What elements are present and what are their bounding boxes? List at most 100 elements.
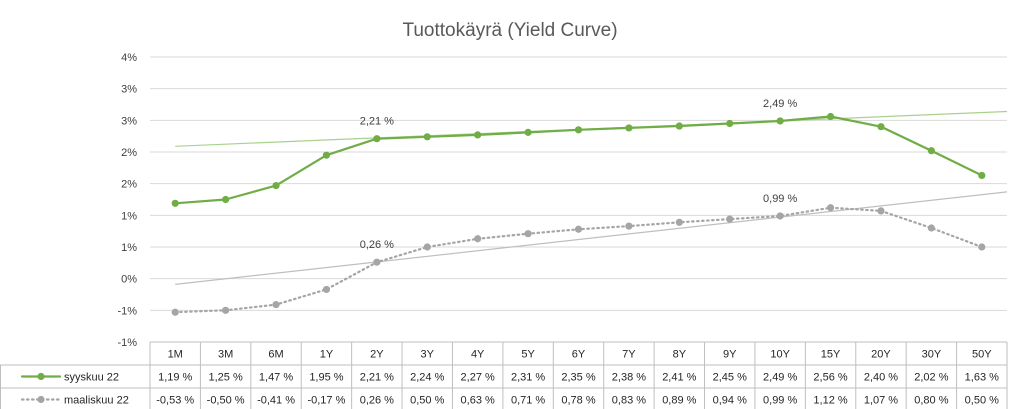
table-value-cell: 0,83 % <box>612 395 646 407</box>
series-2-point <box>474 235 482 243</box>
x-category-label: 20Y <box>871 349 891 361</box>
table-value-cell: -0,50 % <box>207 395 245 407</box>
series-2-point <box>625 222 633 230</box>
series-1-point <box>675 122 683 130</box>
table-value-cell: 1,95 % <box>309 372 343 384</box>
series-1-point <box>272 181 280 190</box>
series-1-point <box>524 128 532 136</box>
table-value-cell: 0,80 % <box>914 395 948 407</box>
y-tick-label: 3% <box>121 84 137 96</box>
table-value-cell: 2,56 % <box>813 372 847 384</box>
table-value-cell: 2,41 % <box>662 372 696 384</box>
x-category-label: 15Y <box>821 349 841 361</box>
x-category-label: 6M <box>268 349 283 361</box>
legend-entry-1: syyskuu 22 <box>64 372 119 384</box>
x-category-label: 10Y <box>770 349 790 361</box>
y-tick-label: 1% <box>121 242 137 254</box>
series-1-point <box>474 131 482 139</box>
y-axis-tick-labels: 4% 3% 3% 2% 2% 1% 1% 0% -1% -1% <box>117 52 137 349</box>
series-2-point <box>826 204 835 212</box>
y-tick-label: 1% <box>121 210 137 222</box>
series-1-point <box>726 119 734 128</box>
y-tick-label: -1% <box>117 305 137 317</box>
data-table: 1M 3M 6M 1Y 2Y 3Y 4Y 5Y 6Y 7Y 8Y 9Y 10Y 15Y 20Y 30Y 50Y s… <box>0 341 1008 409</box>
x-category-label: 9Y <box>723 349 737 361</box>
series-1-point <box>978 171 986 180</box>
x-category-label: 30Y <box>922 349 942 361</box>
y-tick-label: 0% <box>121 274 137 286</box>
series-2-point <box>272 301 280 309</box>
table-value-cell: 2,38 % <box>612 372 646 384</box>
data-label: 0,26 % <box>360 239 394 251</box>
table-value-cell: 2,35 % <box>561 372 595 384</box>
series-1-point <box>927 147 935 155</box>
series-1-point <box>776 117 784 125</box>
series-1-point <box>222 195 230 204</box>
table-value-cell: 1,63 % <box>965 372 999 384</box>
table-value-cell: 2,40 % <box>864 372 898 384</box>
x-category-label: 8Y <box>673 349 687 361</box>
table-value-cell: 0,94 % <box>713 395 747 407</box>
data-label: 0,99 % <box>763 193 797 205</box>
y-tick-label: 4% <box>121 52 137 64</box>
series-2-point <box>675 218 683 226</box>
table-value-cell: 1,47 % <box>259 372 293 384</box>
series-1-point <box>574 126 583 134</box>
series-2-point <box>524 230 532 238</box>
series-2-point <box>776 212 784 220</box>
table-value-cell: 0,89 % <box>662 395 696 407</box>
table-value-cell: 1,12 % <box>813 395 847 407</box>
x-category-label: 50Y <box>972 349 992 361</box>
x-category-label: 1M <box>168 349 183 361</box>
series-2-point <box>171 308 179 316</box>
series-2-point <box>222 306 230 314</box>
legend-key-marker-2 <box>37 395 45 404</box>
trendline-2 <box>175 191 1008 285</box>
x-category-label: 1Y <box>320 349 334 361</box>
data-label: 2,21 % <box>360 116 394 128</box>
table-value-cell: -0,17 % <box>307 395 345 407</box>
x-category-label: 6Y <box>572 349 586 361</box>
table-value-cell: 0,99 % <box>763 395 797 407</box>
table-value-cell: -0,53 % <box>156 395 194 407</box>
table-value-cell: 2,31 % <box>511 372 545 384</box>
x-category-label: 3Y <box>421 349 435 361</box>
table-value-cell: 1,25 % <box>208 372 242 384</box>
table-value-cell: 0,71 % <box>511 395 545 407</box>
table-value-cell: 2,24 % <box>410 372 444 384</box>
series-2-point <box>574 225 583 233</box>
table-value-cell: -0,41 % <box>257 395 295 407</box>
series-2-point <box>373 258 381 266</box>
x-category-label: 4Y <box>471 349 485 361</box>
table-value-cell: 0,50 % <box>965 395 999 407</box>
y-tick-label: 2% <box>121 179 137 191</box>
table-value-cell: 2,49 % <box>763 372 797 384</box>
table-value-cell: 2,45 % <box>713 372 747 384</box>
x-category-label: 3M <box>218 349 233 361</box>
legend-entry-2: maaliskuu 22 <box>64 395 129 407</box>
table-value-cell: 0,26 % <box>360 395 394 407</box>
y-tick-label: 2% <box>121 147 137 159</box>
series-1-point <box>373 135 381 143</box>
series-1-point <box>171 199 179 207</box>
table-value-cell: 2,27 % <box>461 372 495 384</box>
data-labels: 2,21 % 2,49 % 0,26 % 0,99 % <box>360 98 798 251</box>
series-2-point <box>927 224 935 232</box>
table-value-cell: 0,63 % <box>461 395 495 407</box>
series-2-point <box>877 207 885 215</box>
series-1-point <box>826 112 835 121</box>
table-value-cell: 0,50 % <box>410 395 444 407</box>
table-value-cell: 2,02 % <box>914 372 948 384</box>
series-2-point <box>322 285 331 294</box>
series-1-point <box>322 151 331 159</box>
series-1-point <box>625 124 633 132</box>
series-2-point <box>423 243 431 251</box>
series-lines <box>171 112 986 316</box>
series-2-point <box>978 243 986 251</box>
series-1-point <box>423 133 431 141</box>
x-category-label: 5Y <box>521 349 535 361</box>
table-value-cell: 2,21 % <box>360 372 394 384</box>
chart-title: Tuottokäyrä (Yield Curve) <box>402 20 617 41</box>
y-tick-label: -1% <box>117 337 137 349</box>
